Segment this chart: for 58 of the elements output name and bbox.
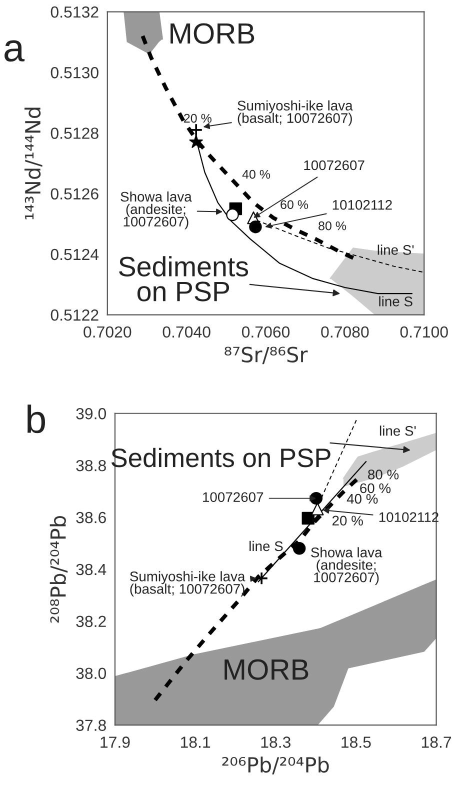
y-tick-label: 38.0 xyxy=(76,668,106,680)
annotation: 10072607 xyxy=(203,492,264,502)
y-tick-label: 38.4 xyxy=(76,564,106,576)
annotation: 80 % xyxy=(318,221,346,230)
y-tick-label: 38.6 xyxy=(76,512,106,524)
annotation: 80 % xyxy=(368,470,399,480)
x-tick-label: 0.7080 xyxy=(321,326,369,338)
annotation: 60 % xyxy=(360,483,391,494)
annotation: Sumiyoshi-ike lava (basalt; 10072607) xyxy=(130,571,246,597)
y-tick-label: 38.2 xyxy=(76,616,106,628)
annotation: Showa lava (andesite; 10072607) xyxy=(120,191,192,230)
y-tick-label: 0.5122 xyxy=(50,309,98,321)
annotation: MORB xyxy=(170,23,254,44)
annotation: Sediments on PSP xyxy=(119,256,248,302)
point xyxy=(249,220,262,234)
annotation: Sumiyoshi-ike lava (basalt; 10072607) xyxy=(238,100,353,126)
point xyxy=(292,542,306,555)
x-tick-label: 18.1 xyxy=(180,736,210,748)
chart-title: b xyxy=(28,404,46,434)
annotation: line S xyxy=(250,540,283,552)
y-axis-title: ¹⁴³Nd/¹⁴⁴Nd xyxy=(24,108,42,220)
point xyxy=(226,208,239,222)
x-axis-title: ⁸⁷Sr/⁸⁶Sr xyxy=(224,346,308,364)
x-axis-title: ²⁰⁶Pb/²⁰⁴Pb xyxy=(222,756,329,774)
annotation: line S' xyxy=(380,426,416,436)
annotation: 20 % xyxy=(184,114,212,123)
annotation: 60 % xyxy=(280,200,308,210)
annotation: line S xyxy=(379,296,412,306)
x-tick-label: 18.5 xyxy=(342,736,371,748)
annotation: Showa lava (andesite; 10072607) xyxy=(311,547,382,585)
point xyxy=(189,123,203,137)
point xyxy=(302,512,315,525)
x-tick-label: 18.3 xyxy=(261,736,290,748)
x-tick-label: 0.7040 xyxy=(162,326,210,338)
annotation: 10072607 xyxy=(304,160,364,170)
x-tick-label: 18.7 xyxy=(422,736,452,748)
y-tick-label: 0.5130 xyxy=(50,67,98,78)
x-tick-label: 17.9 xyxy=(100,736,130,748)
annotation: 40 % xyxy=(242,170,270,179)
y-tick-label: 0.5128 xyxy=(50,128,98,139)
x-tick-label: 0.7060 xyxy=(242,326,290,338)
point xyxy=(189,134,203,148)
y-axis-title: ²⁰⁸Pb/²⁰⁴Pb xyxy=(50,516,68,623)
y-tick-label: 38.8 xyxy=(76,460,106,472)
annotation: 40 % xyxy=(346,494,378,504)
y-tick-label: 0.5132 xyxy=(50,6,98,18)
y-tick-label: 0.5124 xyxy=(50,248,99,260)
annotation: MORB xyxy=(224,659,308,680)
text: a xyxy=(4,40,25,62)
x-tick-label: 0.7100 xyxy=(400,326,448,338)
annotation: 10102112 xyxy=(332,200,392,210)
x-tick-label: 0.7020 xyxy=(84,326,132,338)
y-tick-label: 0.5126 xyxy=(50,188,98,200)
annotation: 20 % xyxy=(332,516,363,526)
annotation: line S' xyxy=(378,244,414,255)
point xyxy=(311,502,324,516)
y-tick-label: 37.8 xyxy=(76,720,106,731)
y-tick-label: 39.0 xyxy=(76,408,106,420)
